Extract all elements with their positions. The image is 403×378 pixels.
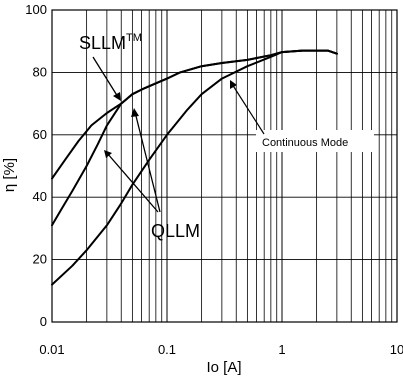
y-tick-label: 80 (33, 64, 47, 79)
annotation-sllm-superscript: TM (126, 32, 142, 44)
x-tick-label: 10 (390, 342, 403, 357)
y-tick-label: 20 (33, 252, 47, 267)
grid (52, 10, 397, 322)
series-lines (51, 49, 338, 286)
x-tick-label: 1 (278, 342, 285, 357)
annotation-continuous-arrowhead (230, 80, 237, 89)
y-tick-label: 40 (33, 189, 47, 204)
y-tick-label: 60 (33, 127, 47, 142)
annotation-qllm: QLLM (151, 221, 200, 241)
y-tick-label: 100 (25, 2, 47, 17)
series-line-continuous-mode (51, 49, 338, 286)
y-tick-label: 0 (40, 314, 47, 329)
annotation-sllm-arrowhead (113, 92, 121, 101)
annotation-sllm-arrow (92, 56, 119, 98)
annotation-sllm: SLLMTM (79, 32, 142, 53)
annotation-continuous-box (256, 130, 374, 152)
annotation-qllm-arrowhead-up (131, 108, 139, 117)
y-axis-label: η [%] (1, 158, 18, 192)
annotation-continuous-arrow (231, 83, 265, 135)
plot-frame (51, 9, 398, 323)
annotation-qllm-arrow-left (106, 152, 159, 213)
annotation-qllm-arrowhead-left (104, 150, 112, 158)
annotation-continuous-mode: Continuous Mode (262, 137, 348, 149)
x-tick-label: 0.1 (158, 342, 176, 357)
x-tick-label: 0.01 (39, 342, 64, 357)
x-axis-label: Io [A] (206, 359, 241, 376)
annotation-qllm-arrow-up (134, 111, 161, 213)
